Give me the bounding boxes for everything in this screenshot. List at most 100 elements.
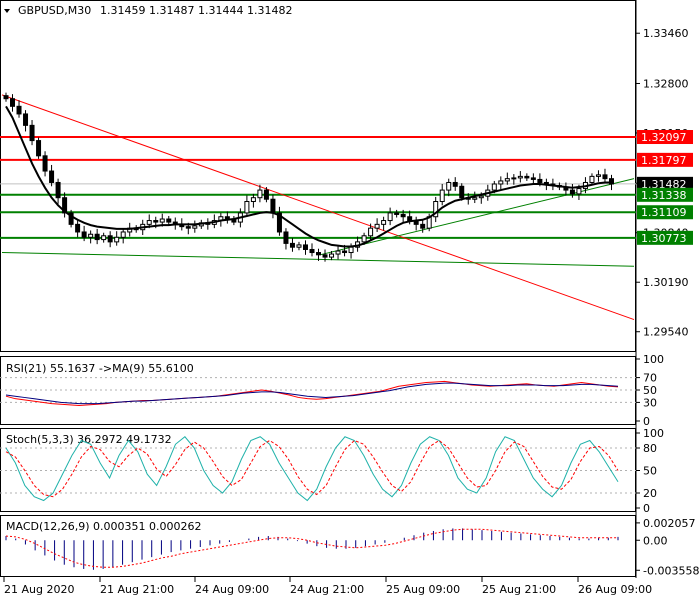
indicator-tick-label: 0 [643,502,650,515]
ohlc-label: 1.31459 1.31487 1.31444 1.31482 [100,4,292,17]
candle-body [472,197,478,200]
stoch-main-line [5,436,619,502]
candle-body [368,227,374,237]
candle-body [335,250,341,255]
stoch-lines [5,436,619,502]
macd-label: MACD(12,26,9) 0.000351 0.000262 [6,520,202,533]
price-tag-label: 1.31109 [641,206,687,219]
candle-body [68,212,74,225]
candle-body [257,189,263,199]
candle-body [120,231,126,238]
candle-body [452,181,458,187]
candle-body [530,177,536,180]
candle-body [537,178,543,183]
candle-body [289,242,295,248]
candle-body [302,244,308,250]
candle-body [387,212,393,222]
candle-body [107,235,113,243]
candle-body [374,223,380,229]
candle-body [159,218,165,223]
price-tag-label: 1.32097 [641,131,687,144]
price-tick-label: 1.33460 [643,27,689,40]
candle-body [3,95,9,100]
candle-body [329,253,335,258]
time-tick-label: 24 Aug 09:00 [195,583,269,596]
price-tag-label: 1.30773 [641,232,687,245]
indicator-tick-label: 30 [643,396,657,409]
candle-body [88,233,94,238]
price-tick-label: 1.32800 [643,77,689,90]
indicator-tick-label: -0.003558 [643,564,699,577]
indicator-tick-label: 0.00 [643,534,668,547]
symbol-label: GBPUSD,M30 [18,4,91,17]
macd-signal-line [5,528,618,568]
candle-body [400,213,406,218]
candle-body [114,236,120,243]
candle-body [153,220,159,223]
candle-body [166,218,172,223]
candle-body [36,140,42,157]
candle-body [101,235,107,241]
candle-body [420,223,426,229]
time-tick-label: 24 Aug 21:00 [290,583,364,596]
indicator-tick-label: 50 [643,384,657,397]
ma-polyline [5,105,612,248]
price-tick-label: 1.29540 [643,326,689,339]
candle-body [511,177,517,180]
macd-signal-polyline [5,528,618,568]
candle-body [270,198,276,214]
time-axis-ticks: 21 Aug 2020 21 Aug 21:00 24 Aug 09:00 24 Au… [3,577,652,596]
candle-body [491,183,497,191]
candle-body [309,248,315,254]
candle-body [361,235,367,243]
downtrend-line [1,94,635,321]
candle-body [576,188,582,195]
candle-body [276,212,282,233]
candle-body [283,231,289,244]
dropdown-triangle-icon[interactable] [4,9,10,13]
time-tick-label: 25 Aug 09:00 [386,583,460,596]
candle-body [569,189,575,195]
candle-body [10,98,16,107]
indicator-tick-label: 80 [643,442,657,455]
price-tag-label: 1.31797 [641,154,687,167]
candle-body [602,174,608,180]
candles [3,92,614,262]
candle-body [348,246,354,254]
candle-body [433,201,439,218]
candle-body [407,216,413,222]
candle-body [381,220,387,225]
candle-body [75,223,81,233]
moving-average [5,105,612,248]
uptrend-line [319,178,635,256]
indicator-tick-label: 50 [643,465,657,478]
indicator-tick-label: 100 [643,353,664,366]
price-tag-label: 1.31482 [641,178,687,191]
candle-body [517,175,523,179]
candle-body [62,197,68,214]
time-tick-label: 26 Aug 09:00 [578,583,652,596]
rsi-line [5,380,619,407]
price-tick-label: 1.30190 [643,276,689,289]
candle-body [29,124,35,142]
candle-body [244,201,250,214]
macd-histogram [5,528,619,570]
candle-body [49,170,55,183]
price-levels [0,136,636,239]
stoch-label: Stoch(5,3,3) 36.2972 49.1732 [6,433,172,446]
candle-body [263,189,269,200]
candle-body [94,233,100,241]
candle-body [23,113,29,126]
time-tick-label: 25 Aug 21:00 [482,583,556,596]
price-tag-bg [637,176,693,191]
candle-body [498,180,504,185]
candle-body [55,181,61,199]
candle-body [595,174,601,177]
candle-body [439,189,445,203]
candle-body [16,105,22,115]
indicator-tick-label: 0 [643,415,650,428]
rsi-grid [0,377,636,403]
price-tag-bg [637,130,693,145]
